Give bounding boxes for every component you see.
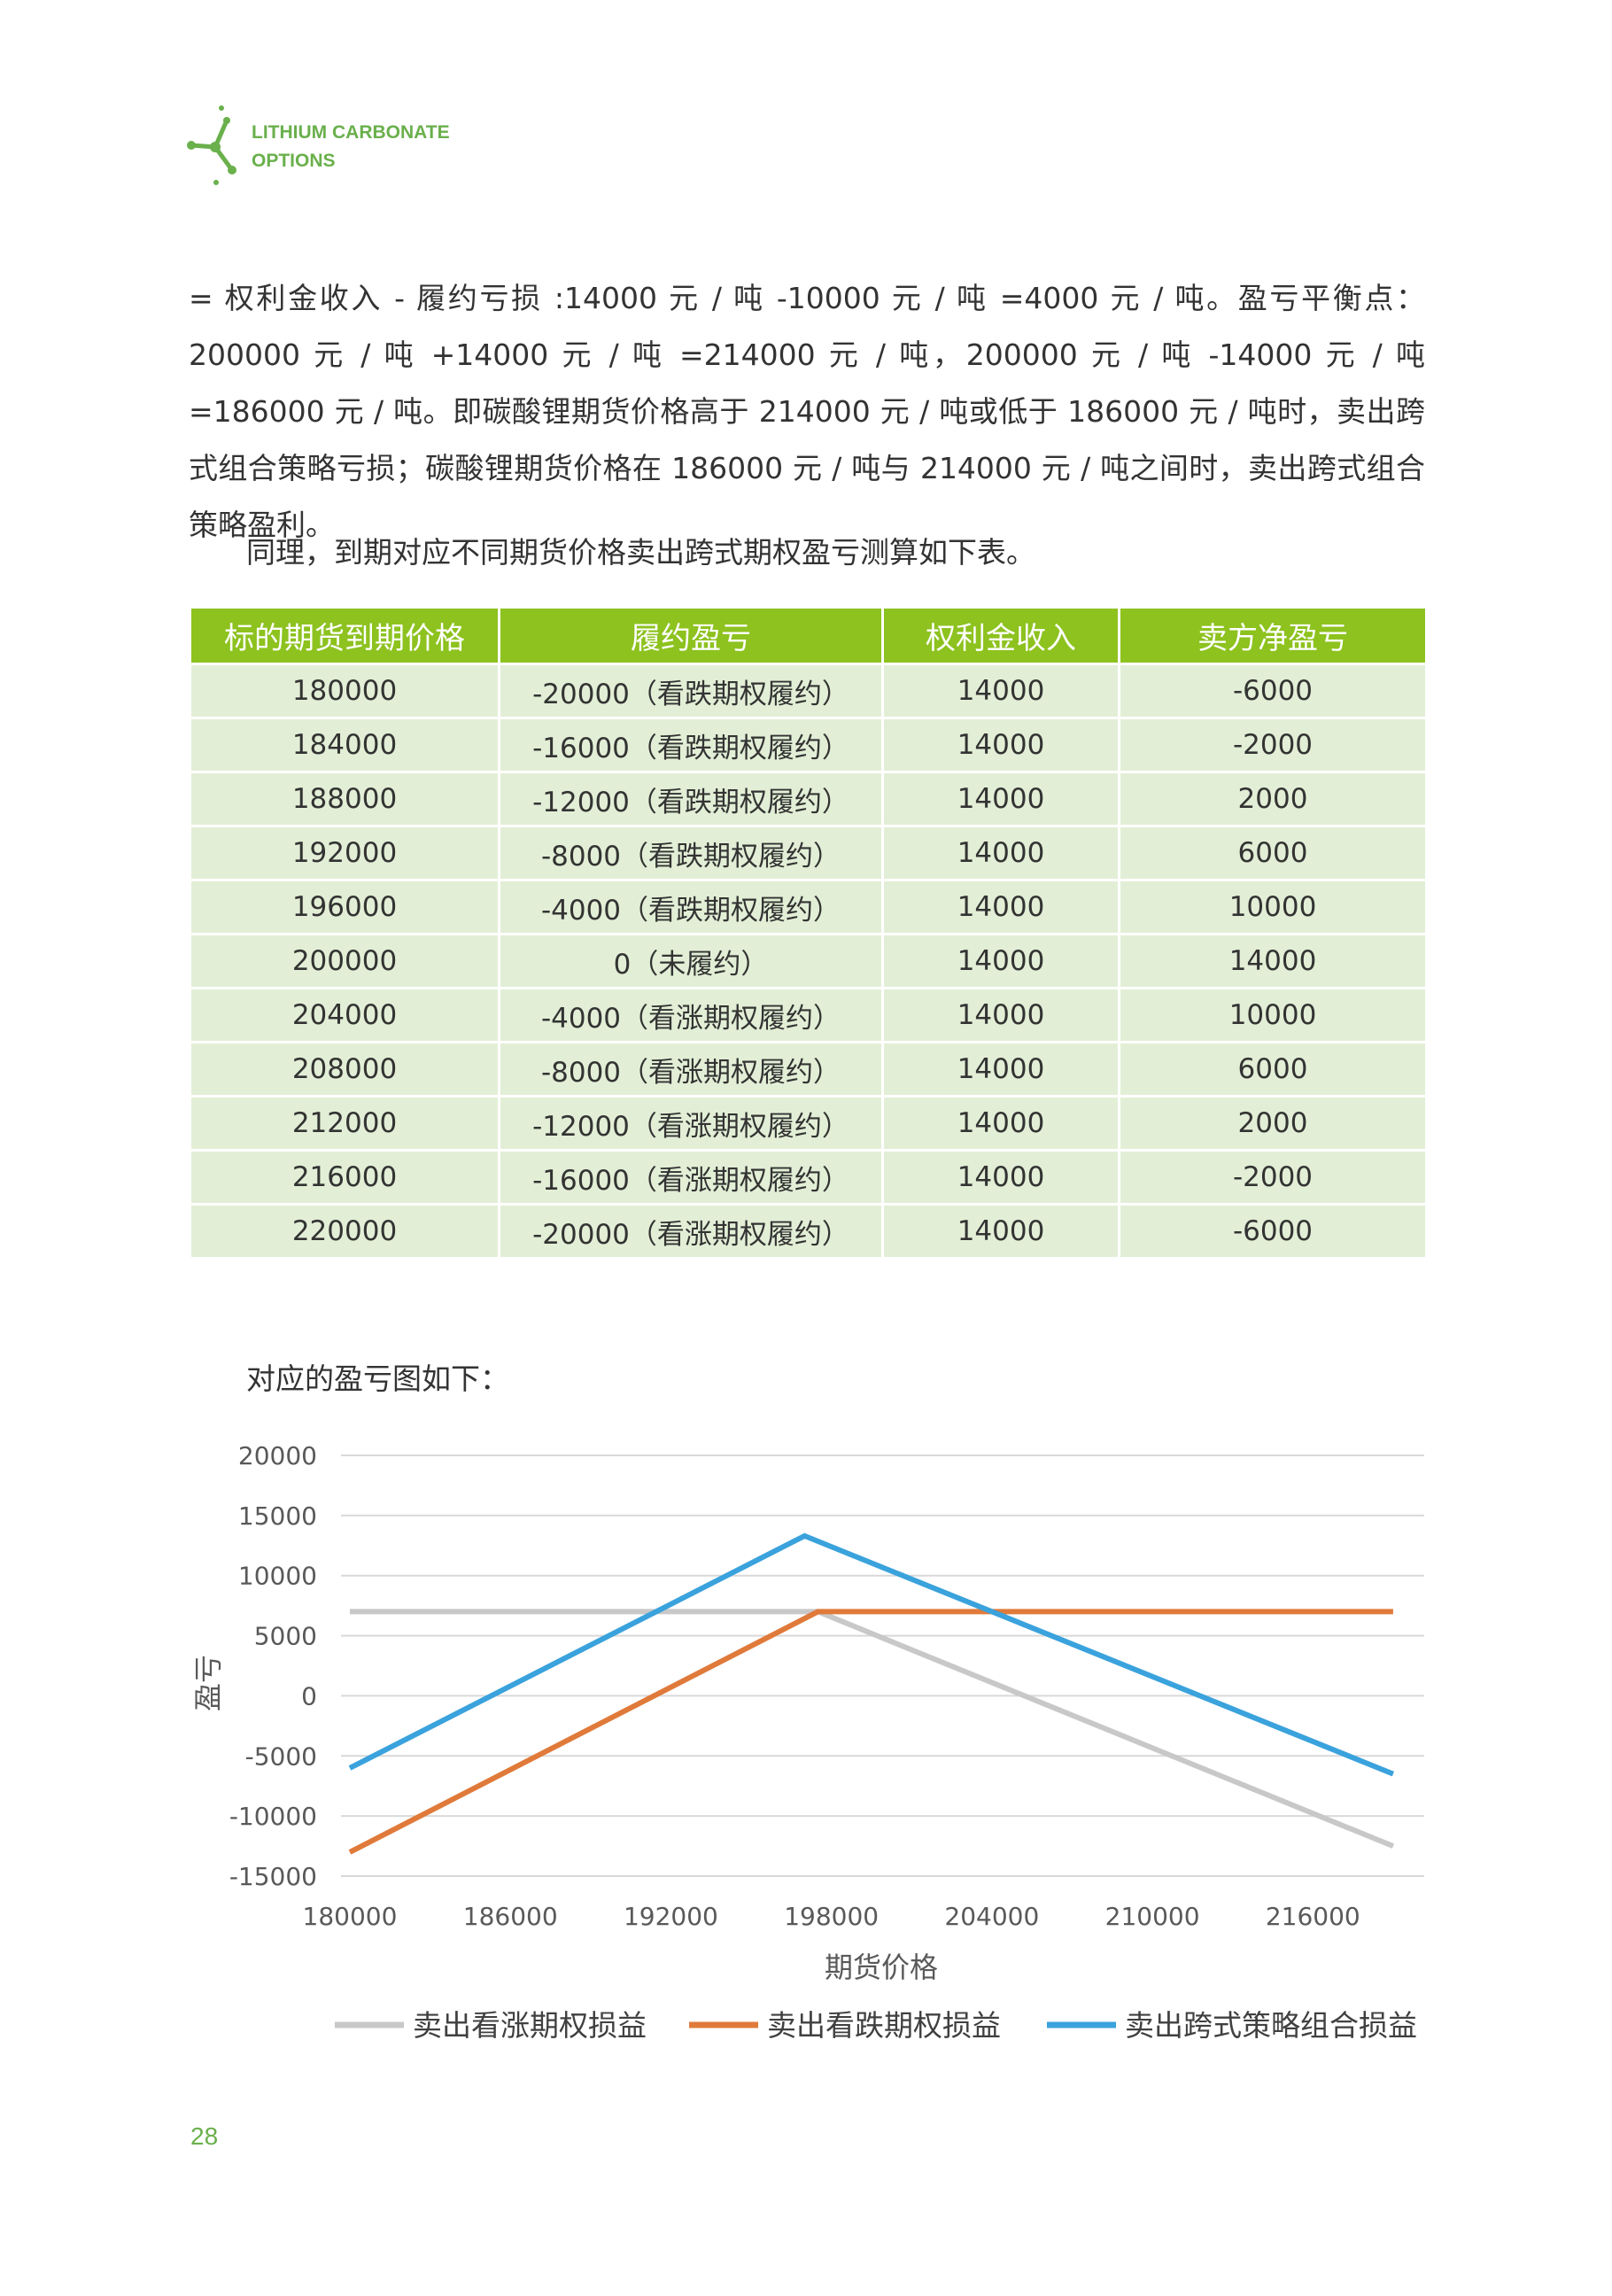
table-cell: -20000（看跌期权履约） [498, 663, 884, 719]
series-line-2 [348, 1609, 1393, 1855]
table-cell: -6000 [1118, 1203, 1428, 1260]
table-cell: -6000 [1118, 663, 1428, 719]
series-line-1 [350, 1609, 1395, 1849]
profit-loss-table: 标的期货到期价格 履约盈亏 权利金收入 卖方净盈亏 180000 -20000（看跌期权… [189, 606, 1428, 1260]
table-cell: 220000 [189, 1203, 500, 1260]
table-cell: 14000 [881, 663, 1120, 719]
x-tick-label: 198000 [784, 1902, 879, 1931]
series-line-3 [348, 1532, 1395, 1777]
table-cell: 216000 [189, 1149, 500, 1206]
brand-line-2: OPTIONS [252, 151, 336, 171]
body-paragraph-2: 同理，到期对应不同期货价格卖出跨式期权盈亏测算如下表。 [246, 535, 1035, 570]
table-cell: 200000 [189, 933, 500, 989]
table-cell: 14000 [881, 1149, 1120, 1206]
table-cell: 6000 [1118, 825, 1428, 881]
table-cell: -2000 [1118, 1149, 1428, 1206]
y-tick-label: -5000 [245, 1741, 317, 1771]
x-tick-label: 204000 [944, 1902, 1039, 1931]
table-cell: 14000 [881, 717, 1120, 773]
table-cell: 212000 [189, 1095, 500, 1152]
table-cell: -12000（看涨期权履约） [498, 1095, 884, 1152]
x-axis-label: 期货价格 [825, 1951, 938, 1984]
x-tick-label: 192000 [624, 1902, 718, 1931]
y-tick-label: 20000 [238, 1441, 317, 1470]
table-row: 180000 -20000（看跌期权履约） 14000 -6000 [189, 663, 1428, 719]
y-tick-label: 0 [301, 1681, 317, 1710]
table-cell: -8000（看跌期权履约） [498, 825, 884, 881]
table-cell: -4000（看涨期权履约） [498, 987, 884, 1043]
table-cell: 10000 [1118, 987, 1428, 1043]
table-row: 212000 -12000（看涨期权履约） 14000 2000 [189, 1095, 1428, 1152]
legend-label-2: 卖出看跌期权损益 [767, 2008, 1001, 2043]
y-tick-label: -15000 [229, 1862, 317, 1891]
table-cell: -8000（看涨期权履约） [498, 1041, 884, 1098]
table-cell: 208000 [189, 1041, 500, 1098]
y-tick-label: 5000 [254, 1622, 317, 1651]
table-cell: -16000（看跌期权履约） [498, 717, 884, 773]
table-cell: 204000 [189, 987, 500, 1043]
table-row: 216000 -16000（看涨期权履约） 14000 -2000 [189, 1149, 1428, 1206]
table-cell: 184000 [189, 717, 500, 773]
table-cell: 192000 [189, 825, 500, 881]
table-row: 184000 -16000（看跌期权履约） 14000 -2000 [189, 717, 1428, 773]
table-row: 220000 -20000（看涨期权履约） 14000 -6000 [189, 1203, 1428, 1260]
table-cell: -16000（看涨期权履约） [498, 1149, 884, 1206]
table-cell: 2000 [1118, 1095, 1428, 1152]
chart-caption: 对应的盈亏图如下： [246, 1361, 509, 1396]
table-cell: 14000 [881, 825, 1120, 881]
brand-logo-icon [187, 105, 236, 185]
table-header-cell: 权利金收入 [881, 606, 1120, 665]
table-cell: 180000 [189, 663, 500, 719]
table-cell: 14000 [881, 771, 1120, 827]
x-tick-label: 186000 [463, 1902, 558, 1931]
table-cell: -2000 [1118, 717, 1428, 773]
table-header-cell: 卖方净盈亏 [1118, 606, 1428, 665]
page-number: 28 [190, 2122, 219, 2150]
table-cell: 14000 [881, 1095, 1120, 1152]
y-axis-label: 盈亏 [191, 1655, 225, 1711]
y-tick-label: 15000 [238, 1501, 317, 1531]
table-row: 192000 -8000（看跌期权履约） 14000 6000 [189, 825, 1428, 881]
table-cell: 14000 [881, 879, 1120, 935]
table-cell: 10000 [1118, 879, 1428, 935]
table-cell: 196000 [189, 879, 500, 935]
brand-line-1: LITHIUM CARBONATE [252, 122, 450, 143]
table-cell: -20000（看涨期权履约） [498, 1203, 884, 1260]
table-cell: 2000 [1118, 771, 1428, 827]
table-cell: 6000 [1118, 1041, 1428, 1098]
table-cell: 14000 [881, 1203, 1120, 1260]
legend-label-1: 卖出看涨期权损益 [413, 2008, 647, 2043]
y-tick-label: -10000 [229, 1802, 317, 1831]
x-tick-label: 216000 [1266, 1902, 1360, 1931]
legend-label-3: 卖出跨式策略组合损益 [1125, 2008, 1417, 2043]
brand-title: LITHIUM CARBONATE OPTIONS [252, 119, 450, 175]
table-cell: 14000 [1118, 933, 1428, 989]
table-cell: 14000 [881, 987, 1120, 1043]
table-cell: 14000 [881, 1041, 1120, 1098]
table-cell: -4000（看跌期权履约） [498, 879, 884, 935]
table-header-cell: 标的期货到期价格 [189, 606, 500, 665]
table-header-cell: 履约盈亏 [498, 606, 884, 665]
table-row: 200000 0（未履约） 14000 14000 [189, 933, 1428, 989]
x-tick-label: 180000 [303, 1902, 398, 1931]
table-cell: 188000 [189, 771, 500, 827]
x-tick-label: 210000 [1105, 1902, 1200, 1931]
table-row: 196000 -4000（看跌期权履约） 14000 10000 [189, 879, 1428, 935]
table-cell: -12000（看跌期权履约） [498, 771, 884, 827]
table-row: 188000 -12000（看跌期权履约） 14000 2000 [189, 771, 1428, 827]
table-header-row: 标的期货到期价格 履约盈亏 权利金收入 卖方净盈亏 [189, 606, 1428, 665]
table-row: 204000 -4000（看涨期权履约） 14000 10000 [189, 987, 1428, 1043]
table-cell: 0（未履约） [498, 933, 884, 989]
body-paragraph-1: = 权利金收入 - 履约亏损 :14000 元 / 吨 -10000 元 / 吨… [189, 281, 1425, 542]
table-row: 208000 -8000（看涨期权履约） 14000 6000 [189, 1041, 1428, 1098]
y-tick-label: 10000 [238, 1562, 317, 1591]
table-body: 180000 -20000（看跌期权履约） 14000 -6000 184000 -160… [189, 663, 1428, 1260]
table-cell: 14000 [881, 933, 1120, 989]
